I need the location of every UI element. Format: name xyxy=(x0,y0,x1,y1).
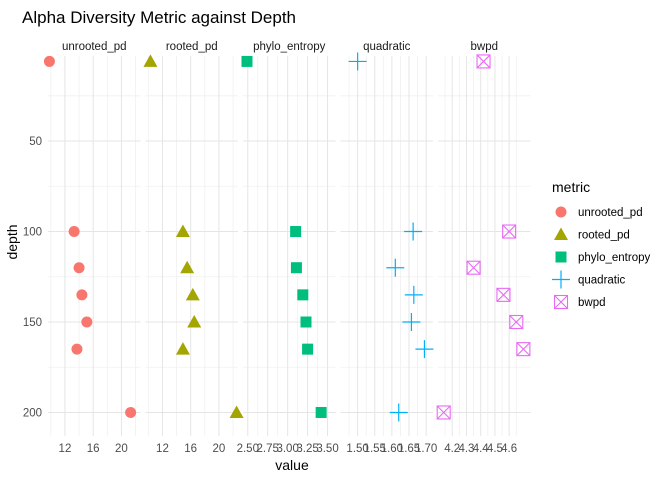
x-tick-label: 1.65 xyxy=(398,443,420,455)
data-point xyxy=(348,52,367,71)
legend-key xyxy=(552,270,570,289)
x-tick-label: 3.25 xyxy=(296,443,318,455)
legend-title: metric xyxy=(552,179,590,195)
data-point xyxy=(290,226,302,238)
data-point xyxy=(436,405,451,420)
x-tick-label: 3.50 xyxy=(316,443,338,455)
data-point xyxy=(509,314,524,330)
legend-key xyxy=(553,294,569,310)
legend-key xyxy=(555,206,567,218)
data-point xyxy=(180,260,195,274)
x-tick-label: 1.50 xyxy=(346,443,368,455)
data-point xyxy=(290,262,302,274)
legend-key xyxy=(555,251,567,263)
legend-item-quadratic: quadratic xyxy=(552,270,626,289)
panel-strip-label: rooted_pd xyxy=(166,41,218,53)
data-point xyxy=(143,54,158,67)
panel-strip-label: phylo_entropy xyxy=(253,41,325,53)
panel-rooted_pd: rooted_pd 12 16 20 xyxy=(143,41,244,455)
data-point xyxy=(476,54,491,69)
x-tick-label: 12 xyxy=(156,443,169,455)
data-point xyxy=(402,313,421,331)
data-point xyxy=(125,406,137,418)
panels-layer: unrooted_pd 12 16 20 rooted_pd 12 16 20 phylo_en… xyxy=(43,41,531,455)
x-tick-label: 20 xyxy=(115,443,128,455)
panel-quadratic: quadratic 1.501.551.601.651.70 xyxy=(340,41,437,455)
data-point xyxy=(43,55,55,67)
data-point xyxy=(175,224,190,238)
x-tick-label: 3.00 xyxy=(276,443,298,455)
legend-item-rooted_pd: rooted_pd xyxy=(554,227,630,242)
data-point xyxy=(187,315,202,328)
data-point xyxy=(175,342,190,355)
x-tick-label: 2.50 xyxy=(237,443,259,455)
data-point xyxy=(241,55,253,67)
x-axis-label: value xyxy=(275,457,309,473)
data-point xyxy=(415,340,434,359)
x-tick-label: 4.2 xyxy=(444,443,460,455)
x-tick-label: 1.60 xyxy=(381,443,403,455)
chart-title: Alpha Diversity Metric against Depth xyxy=(22,8,296,27)
data-point xyxy=(300,316,312,328)
panel-bwpd: bwpd 4.24.34.44.54.6 xyxy=(436,41,531,455)
legend-label: rooted_pd xyxy=(578,230,630,242)
x-tick-label: 12 xyxy=(59,443,72,455)
y-tick-label: 50 xyxy=(29,136,42,148)
x-tick-label: 4.5 xyxy=(487,443,503,455)
data-point xyxy=(71,343,83,355)
y-tick-label: 200 xyxy=(23,407,42,419)
data-point xyxy=(404,285,423,304)
y-tick-label: 150 xyxy=(23,317,42,329)
x-tick-label: 16 xyxy=(87,443,100,455)
data-point xyxy=(76,289,88,301)
data-point xyxy=(302,343,314,355)
x-tick-label: 20 xyxy=(213,443,226,455)
x-tick-label: 1.70 xyxy=(415,443,437,455)
data-point xyxy=(297,289,309,301)
legend: metric unrooted_pd rooted_pd phylo_entropy… xyxy=(552,179,650,310)
x-tick-label: 4.3 xyxy=(458,443,474,455)
legend-key xyxy=(554,227,568,240)
data-point xyxy=(502,224,517,239)
x-tick-label: 16 xyxy=(184,443,197,455)
legend-label: unrooted_pd xyxy=(578,207,643,219)
data-point xyxy=(496,287,511,302)
legend-item-bwpd: bwpd xyxy=(553,294,606,310)
legend-label: quadratic xyxy=(578,275,626,287)
data-point xyxy=(81,316,93,328)
data-point xyxy=(229,405,244,418)
panel-strip-label: bwpd xyxy=(471,41,499,53)
data-point xyxy=(516,342,531,357)
x-tick-label: 4.4 xyxy=(473,443,490,455)
data-point xyxy=(466,260,481,275)
y-ticks-layer: 50 100 150 200 xyxy=(23,136,42,419)
y-axis-label: depth xyxy=(4,224,20,259)
x-tick-label: 2.75 xyxy=(257,443,279,455)
data-point xyxy=(68,226,80,238)
data-point xyxy=(315,406,327,418)
panel-unrooted_pd: unrooted_pd 12 16 20 xyxy=(43,41,141,455)
panel-phylo_entropy: phylo_entropy 2.502.753.003.253.50 xyxy=(237,41,339,455)
x-tick-label: 4.6 xyxy=(501,443,517,455)
data-point xyxy=(73,262,85,274)
legend-items: unrooted_pd rooted_pd phylo_entropyquadrat… xyxy=(552,206,650,310)
data-point xyxy=(185,287,200,301)
y-tick-label: 100 xyxy=(23,227,42,239)
x-tick-label: 1.55 xyxy=(364,443,386,455)
legend-item-unrooted_pd: unrooted_pd xyxy=(555,206,643,219)
panel-strip-label: unrooted_pd xyxy=(62,41,127,53)
panel-strip-label: quadratic xyxy=(363,41,411,53)
legend-label: bwpd xyxy=(578,297,606,309)
data-point xyxy=(389,403,408,422)
legend-item-phylo_entropy: phylo_entropy xyxy=(555,251,650,264)
data-point xyxy=(404,222,423,241)
data-point xyxy=(386,258,405,277)
legend-label: phylo_entropy xyxy=(578,252,650,264)
